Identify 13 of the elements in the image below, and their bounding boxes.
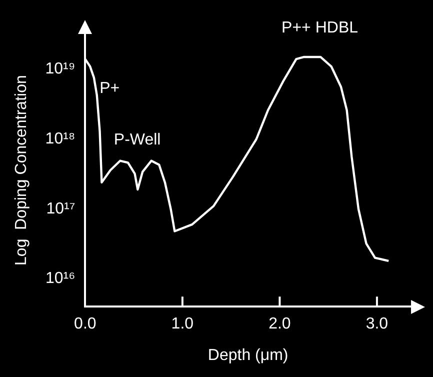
annotation: P-Well	[114, 132, 161, 149]
x-tick-label: 3.0	[366, 316, 388, 333]
y-tick-label: 10¹⁶	[45, 270, 76, 288]
x-tick-label: 2.0	[268, 316, 291, 333]
y-axis-title: Log Doping Concentration	[13, 75, 30, 266]
x-tick-label: 1.0	[171, 316, 194, 333]
x-tick-label: 0.0	[74, 316, 96, 333]
y-tick-label: 10¹⁹	[45, 60, 76, 78]
x-axis-title: Depth (μm)	[208, 346, 288, 364]
y-tick-label: 10¹⁸	[45, 130, 76, 148]
annotation: P++ HDBL	[282, 19, 358, 36]
y-tick-label: 10¹⁷	[46, 200, 76, 218]
annotation: P+	[100, 80, 120, 97]
